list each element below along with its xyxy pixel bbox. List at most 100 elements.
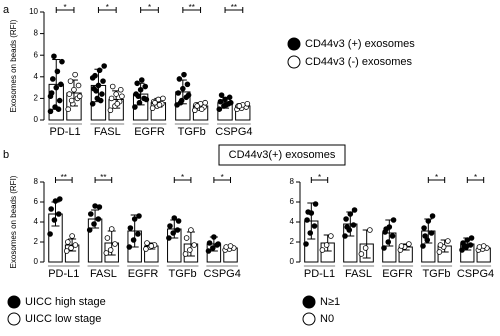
data-point (65, 239, 71, 245)
data-point (445, 238, 451, 244)
data-point (135, 93, 142, 100)
x-tick-label: CSPG4 (457, 268, 494, 280)
data-point (311, 223, 318, 229)
data-point (480, 243, 487, 249)
data-point (71, 86, 77, 93)
x-tick-label: PD-L1 (50, 126, 81, 138)
x-tick-label: EGFR (382, 268, 413, 280)
data-point (312, 201, 319, 207)
data-point (53, 84, 60, 91)
x-tick-label: CSPG4 (215, 126, 252, 138)
y-axis-label: Exosomes on beads (RFI) (9, 19, 18, 112)
legend-marker (302, 312, 316, 326)
data-point (319, 247, 326, 253)
sig-label: ** (61, 173, 67, 182)
data-point (307, 230, 314, 236)
sig-label: ** (100, 173, 106, 182)
data-point (350, 222, 357, 228)
legend-marker (7, 295, 21, 309)
data-point (95, 82, 102, 89)
data-point (170, 230, 177, 236)
data-point (420, 243, 426, 249)
data-point (175, 90, 182, 96)
y-tick-label: 4 (290, 217, 295, 226)
data-point (191, 242, 197, 248)
data-point (91, 221, 97, 227)
data-point (47, 231, 53, 237)
data-point (180, 85, 186, 92)
x-tick-label: FASL (94, 126, 121, 138)
data-point (76, 93, 83, 100)
data-point (93, 88, 99, 94)
data-point (54, 68, 61, 75)
data-point (217, 98, 224, 105)
data-point (422, 233, 428, 239)
data-point (143, 96, 150, 103)
data-point (389, 233, 396, 239)
data-point (136, 213, 142, 219)
legend-marker (287, 37, 301, 51)
sig-label: ** (189, 3, 195, 12)
data-point (303, 241, 309, 247)
data-point (134, 80, 140, 87)
data-point (137, 86, 144, 93)
x-tick-label: PD-L1 (304, 268, 335, 280)
data-point (428, 230, 435, 236)
sig-label: * (148, 3, 151, 12)
data-point (49, 76, 56, 82)
data-point (166, 235, 172, 241)
data-point (114, 101, 121, 107)
data-point (107, 247, 114, 253)
y-tick-label: 2 (34, 94, 39, 103)
data-point (218, 92, 225, 98)
y-tick-label: 0 (290, 257, 295, 266)
data-point (181, 71, 187, 78)
data-point (86, 227, 93, 233)
data-point (406, 241, 412, 247)
data-point (436, 249, 443, 255)
data-point (304, 217, 310, 223)
data-point (176, 76, 183, 82)
panel-label: a (3, 4, 10, 16)
data-point (47, 93, 54, 100)
data-point (99, 91, 105, 97)
data-point (184, 81, 191, 88)
data-point (174, 227, 181, 233)
sig-label: ** (231, 3, 237, 12)
data-point (59, 58, 65, 65)
legend-label: N≥1 (320, 296, 340, 308)
x-tick-label: CSPG4 (204, 268, 241, 280)
data-point (142, 83, 149, 90)
data-point (223, 102, 229, 108)
data-point (167, 223, 173, 229)
x-tick-label: TGFb (422, 268, 450, 280)
section-box (218, 144, 346, 166)
data-point (100, 78, 106, 84)
data-point (160, 95, 166, 102)
data-point (136, 99, 143, 106)
data-point (112, 241, 118, 247)
legend-marker (7, 312, 21, 326)
data-point (383, 226, 389, 232)
data-point (108, 226, 115, 232)
data-point (398, 243, 405, 249)
data-point (222, 96, 228, 103)
y-tick-label: 8 (34, 29, 39, 38)
data-point (138, 77, 145, 83)
y-tick-label: 8 (34, 177, 39, 186)
sig-label: * (435, 173, 438, 182)
data-point (183, 235, 190, 241)
data-point (152, 99, 158, 106)
data-point (202, 99, 208, 106)
x-tick-label: FASL (345, 268, 372, 280)
data-point (55, 106, 62, 112)
data-point (185, 92, 192, 98)
y-tick-label: 0 (34, 257, 39, 266)
y-tick-label: 6 (34, 197, 39, 206)
y-tick-label: 6 (34, 50, 39, 59)
data-point (236, 103, 243, 109)
data-point (177, 99, 184, 106)
data-point (56, 97, 63, 104)
data-point (47, 108, 54, 115)
